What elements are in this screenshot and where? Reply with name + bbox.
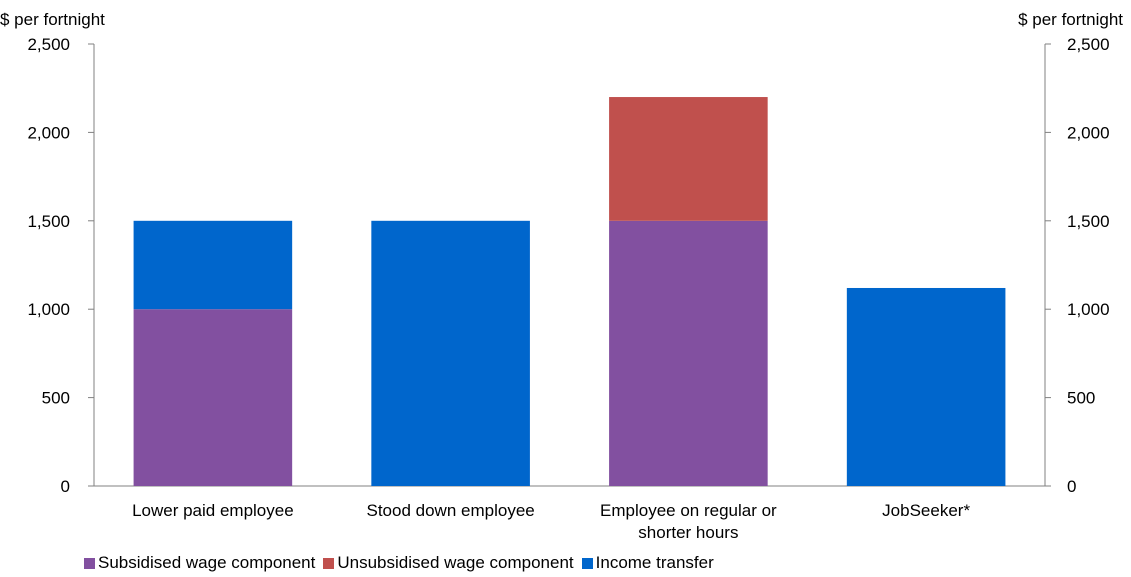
category-label: Stood down employee [367,501,535,520]
legend-label: Subsidised wage component [98,553,316,572]
y-tick-label-left: 1,500 [27,212,70,231]
y-tick-label-right: 2,500 [1067,35,1110,54]
category-label: Lower paid employee [132,501,294,520]
bars [133,97,1006,487]
y-tick-label-left: 2,500 [27,35,70,54]
category-labels: Lower paid employee Stood down employee Em… [132,501,970,542]
legend-item: Subsidised wage component [84,553,315,573]
y-unit-label-left: $ per fortnight [0,10,105,29]
legend-swatch [84,557,95,569]
y-tick-label-right: 1,500 [1067,212,1110,231]
legend-swatch [323,557,335,569]
legend-swatch [581,557,593,569]
y-tick-label-left: 2,000 [27,123,70,142]
y-tick-label-right: 0 [1067,477,1076,496]
y-unit-label-right: $ per fortnight [1018,10,1123,29]
legend-item: Unsubsidised wage component [323,553,574,573]
legend-item: Income transfer [581,553,714,573]
y-tick-label-left: 1,000 [27,300,70,319]
category-label: shorter hours [638,523,738,542]
legend-label: Income transfer [595,553,714,572]
legend: Subsidised wage component Unsubsidised wa… [84,553,722,573]
y-tick-label-right: 500 [1067,389,1095,408]
y-tick-label-left: 0 [61,477,70,496]
y-tick-label-right: 1,000 [1067,300,1110,319]
category-label: JobSeeker* [882,501,970,520]
bar-segment [371,220,530,487]
legend-label: Unsubsidised wage component [337,553,574,572]
bar-segment [133,309,293,486]
bar-segment [609,97,768,221]
bar-segment [846,287,1006,486]
bar-segment [609,220,768,487]
y-tick-label-left: 500 [42,389,70,408]
bar-segment [133,220,293,310]
y-tick-label-right: 2,000 [1067,123,1110,142]
category-label: Employee on regular or [600,501,777,520]
